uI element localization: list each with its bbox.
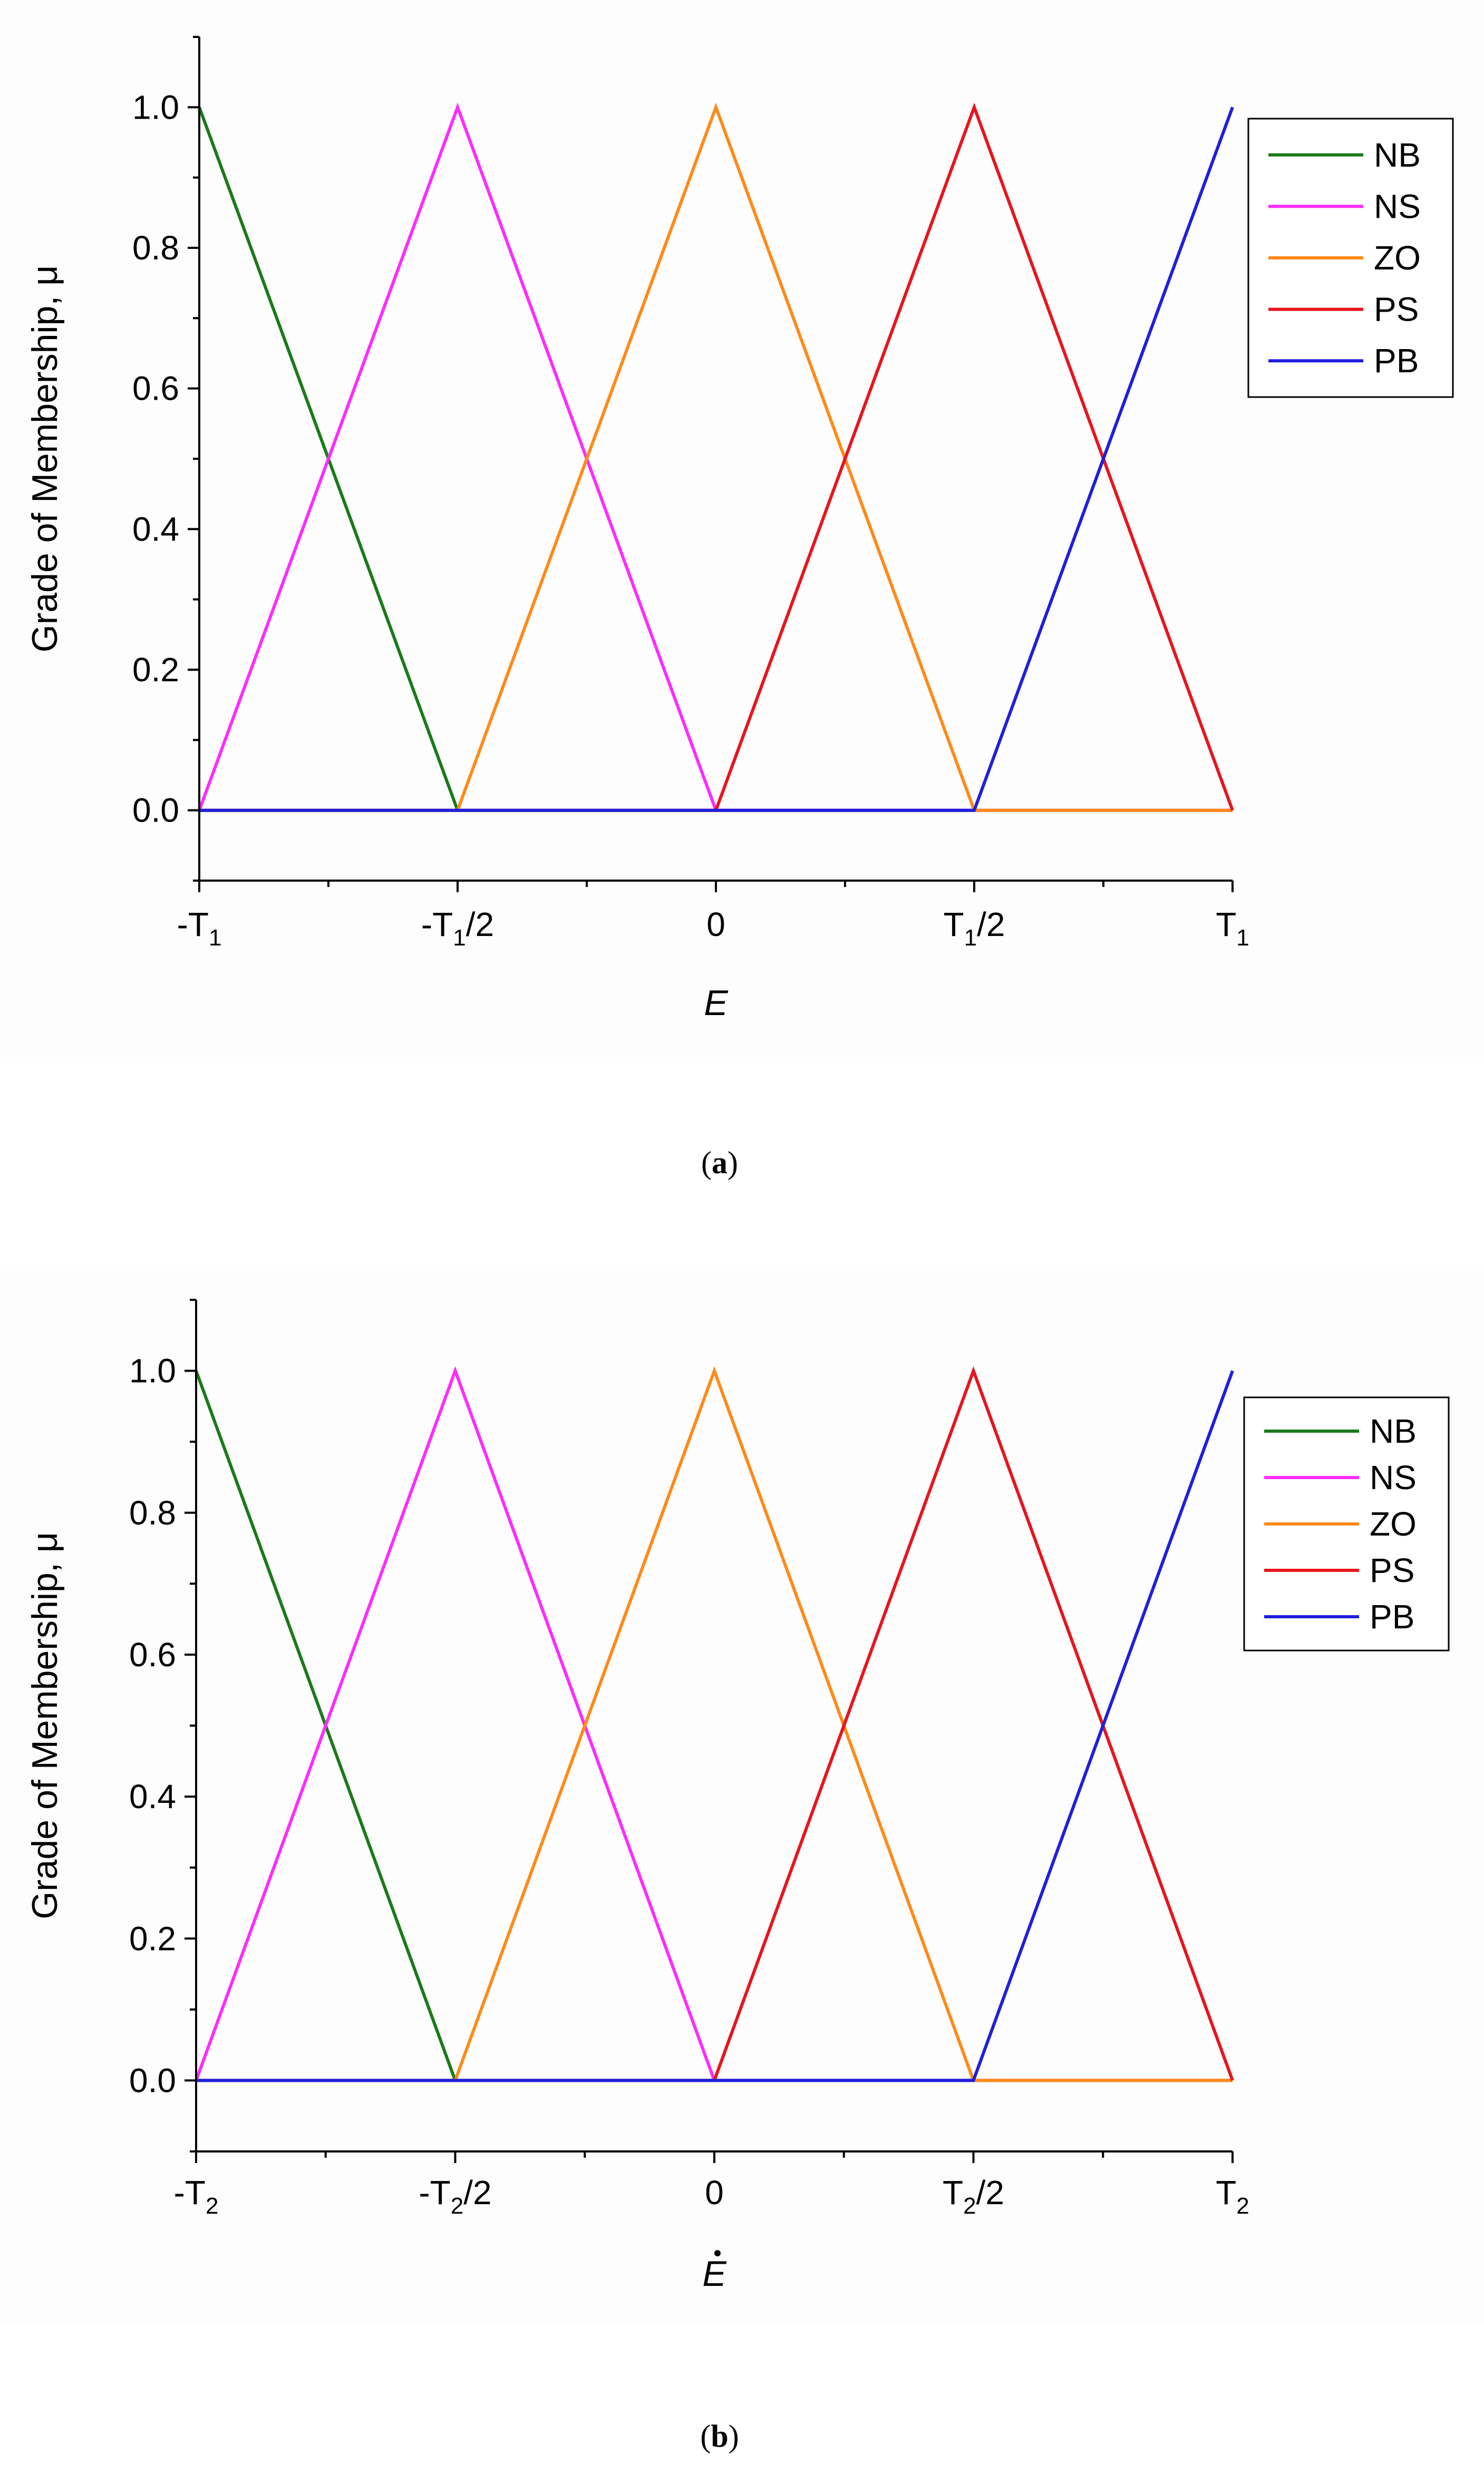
y-axis-title: Grade of Membership, μ [25, 265, 65, 653]
legend-label-nb: NB [1374, 136, 1421, 174]
chart-panel-a: 0.0 0.2 0.4 0.6 0.8 1.0 -T1 -T1/2 0 T1/2 T1 Grade o… [0, 0, 1484, 1180]
x-axis-title: E [704, 983, 728, 1023]
x-tick-label: T1 [1216, 905, 1249, 951]
x-tick-label: -T1/2 [421, 905, 494, 951]
figure-caption: (a) [701, 1145, 738, 1180]
y-tick-label: 0.2 [129, 1919, 176, 1957]
x-tick-label: 0 [705, 2174, 724, 2212]
legend-label-zo: ZO [1370, 1505, 1417, 1543]
legend: NB NS ZO PS PB [1247, 118, 1454, 398]
chart-panel-b: 0.0 0.2 0.4 0.6 0.8 1.0 -T2 -T2/2 0 T2/2 T2 Grade o… [0, 1266, 1484, 2454]
x-tick-label: T2/2 [943, 2174, 1004, 2219]
legend-label-pb: PB [1374, 342, 1419, 380]
legend-label-pb: PB [1370, 1598, 1414, 1636]
y-axis-title: Grade of Membership, μ [25, 1532, 65, 1919]
x-tick-label: -T1 [177, 905, 222, 951]
x-tick-label: T1/2 [944, 905, 1005, 951]
x-tick-label: 0 [706, 905, 725, 943]
y-tick-label: 1.0 [132, 88, 179, 126]
x-tick-label: T2 [1216, 2174, 1249, 2219]
legend-label-ns: NS [1370, 1459, 1417, 1497]
y-tick-label: 0.4 [129, 1778, 176, 1816]
y-tick-label: 0.8 [132, 229, 179, 267]
legend-label-ps: PS [1374, 291, 1419, 329]
y-tick-label: 0.0 [129, 2061, 176, 2099]
series-line-pb [199, 107, 1234, 812]
x-tick-label: -T2/2 [419, 2174, 491, 2219]
legend-label-nb: NB [1370, 1412, 1417, 1450]
y-tick-label: 0.2 [132, 651, 179, 689]
y-tick-label: 0.6 [129, 1636, 176, 1674]
legend-label-zo: ZO [1374, 239, 1421, 277]
figure-caption: (b) [700, 2419, 739, 2454]
y-tick-label: 1.0 [129, 1352, 176, 1390]
y-tick-label: 0.8 [129, 1494, 176, 1532]
legend: NB NS ZO PS PB [1243, 1396, 1450, 1652]
legend-label-ns: NS [1374, 187, 1421, 225]
legend-label-ps: PS [1370, 1551, 1414, 1589]
y-tick-label: 0.4 [132, 510, 179, 548]
x-tick-label: -T2 [174, 2174, 219, 2219]
derivative-dot-icon [714, 2250, 721, 2256]
plot-background [0, 1266, 1484, 2323]
series-line-pb [196, 1370, 1234, 2082]
y-tick-label: 0.0 [132, 791, 179, 829]
y-tick-label: 0.6 [132, 370, 179, 408]
x-axis-title: E [702, 2254, 726, 2294]
